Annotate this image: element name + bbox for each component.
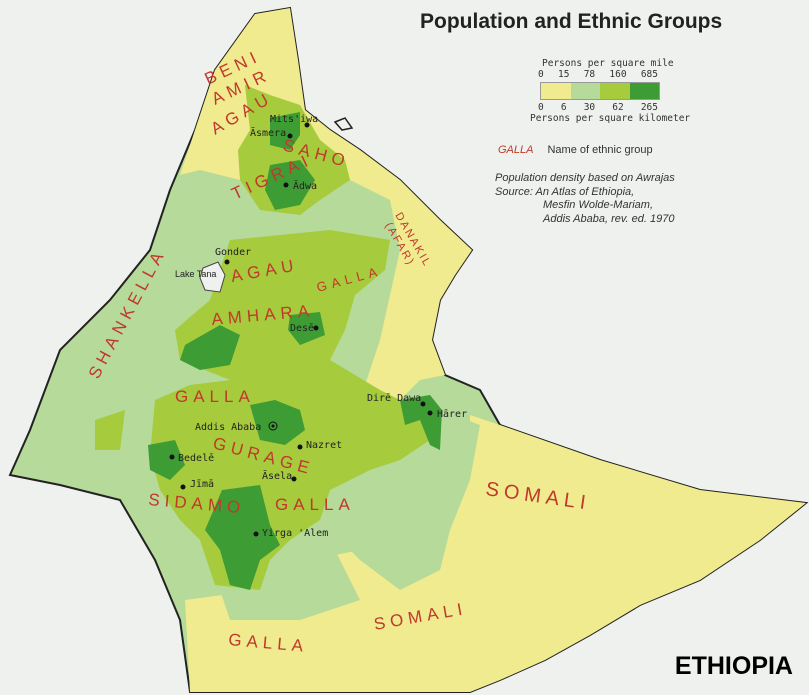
mile-tick: 78 bbox=[583, 69, 596, 80]
note-line: Mesfin Wolde-Mariam, bbox=[543, 199, 654, 211]
density-high-gojam bbox=[180, 325, 240, 370]
density-high-addis bbox=[250, 400, 305, 445]
ethnic-label: GALLA bbox=[175, 387, 255, 406]
ethnic-sample: GALLA bbox=[498, 144, 534, 156]
mile-tick: 0 bbox=[538, 69, 544, 80]
city-bedele: Bedelē bbox=[169, 453, 214, 464]
density-high-adwa bbox=[265, 160, 315, 210]
lake-tana bbox=[199, 261, 226, 293]
note-line: Source: An Atlas of Ethiopia, bbox=[495, 185, 635, 198]
ethnic-label: GALLA bbox=[275, 495, 355, 514]
density-high-sidamo bbox=[205, 485, 280, 590]
country-name: ETHIOPIA bbox=[674, 652, 793, 680]
note-line: Population density based on Awrajas bbox=[495, 172, 675, 184]
svg-text:Ādwa: Ādwa bbox=[293, 179, 317, 192]
city-yirga-alem: Yirga 'Alem bbox=[253, 528, 328, 539]
density-legend: Persons per square mile 0 15 78 160 685 … bbox=[530, 58, 710, 124]
map-title: Population and Ethnic Groups bbox=[420, 10, 723, 33]
city-dire-dawa: Dirē Dawa bbox=[367, 393, 426, 407]
city-harer: Hārer bbox=[427, 409, 467, 420]
density-light-ogaden bbox=[330, 410, 480, 590]
svg-text:Dirē Dawa: Dirē Dawa bbox=[367, 393, 421, 404]
svg-text:Āsela: Āsela bbox=[262, 469, 292, 482]
ethnic-desc: Name of ethnic group bbox=[547, 144, 653, 156]
city-asmera: Āsmera bbox=[250, 126, 293, 139]
city-mitsiwa: Mits'iwa bbox=[270, 114, 318, 128]
density-low-southeast bbox=[185, 415, 806, 692]
legend-swatch bbox=[541, 83, 571, 99]
city-gonder: Gonder bbox=[215, 247, 251, 265]
svg-text:Gonder: Gonder bbox=[215, 247, 251, 258]
legend-swatch bbox=[629, 83, 659, 99]
mile-tick: 160 bbox=[609, 69, 627, 80]
ethnic-key: GALLA Name of ethnic group bbox=[498, 144, 653, 156]
density-high-asmera bbox=[270, 112, 300, 150]
legend-swatch bbox=[600, 83, 630, 99]
density-high-dese bbox=[288, 312, 325, 345]
density-medium-north bbox=[238, 85, 350, 215]
mile-tick: 685 bbox=[640, 69, 658, 80]
mile-tick: 15 bbox=[557, 69, 570, 80]
density-high-bedele bbox=[148, 440, 185, 480]
legend-mile-label: Persons per square mile bbox=[542, 58, 674, 69]
svg-text:Yirga 'Alem: Yirga 'Alem bbox=[262, 528, 328, 539]
island bbox=[333, 117, 354, 131]
km-tick: 265 bbox=[640, 102, 658, 113]
legend-color-bar bbox=[540, 82, 660, 100]
source-note: Population density based on Awrajas Sour… bbox=[495, 172, 675, 226]
svg-text:Mits'iwa: Mits'iwa bbox=[270, 114, 318, 125]
legend-swatch bbox=[570, 83, 600, 99]
city-dese: Desē bbox=[290, 323, 319, 334]
legend-km-label: Persons per square kilometer bbox=[530, 113, 691, 124]
label-lake-tana: Lake Tana bbox=[175, 269, 216, 279]
density-high-harer bbox=[400, 395, 442, 450]
city-adwa: Ādwa bbox=[283, 179, 317, 192]
city-jima: Jīmā bbox=[180, 479, 214, 490]
svg-text:Bedelē: Bedelē bbox=[178, 453, 214, 464]
city-nazret: Nazret bbox=[297, 440, 342, 451]
svg-text:Desē: Desē bbox=[290, 323, 314, 334]
km-tick: 30 bbox=[583, 102, 596, 113]
svg-text:Jīmā: Jīmā bbox=[190, 479, 214, 490]
km-tick: 62 bbox=[612, 102, 624, 113]
svg-text:Āsmera: Āsmera bbox=[250, 126, 286, 139]
km-tick: 0 bbox=[538, 102, 544, 113]
density-medium-west bbox=[95, 410, 125, 450]
svg-text:Hārer: Hārer bbox=[437, 409, 467, 420]
city-addis-ababa: Addis Ababa bbox=[195, 421, 278, 433]
km-tick: 6 bbox=[560, 102, 567, 113]
svg-text:Nazret: Nazret bbox=[306, 440, 342, 451]
city-asela: Āsela bbox=[262, 469, 297, 482]
note-line: Addis Ababa, rev. ed. 1970 bbox=[543, 212, 675, 225]
svg-text:Addis Ababa: Addis Ababa bbox=[195, 422, 261, 433]
